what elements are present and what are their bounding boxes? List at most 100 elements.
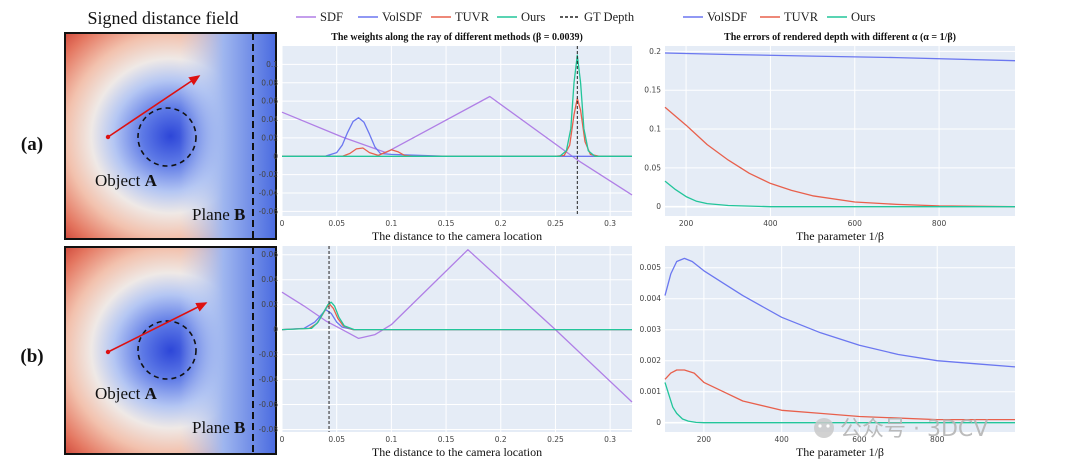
- errors_b-series-tuvr: [664, 369, 1015, 421]
- sdf-image-b: Object A Plane B: [64, 246, 277, 455]
- weights_b-series-volsdf: [281, 309, 632, 331]
- weights_a-ytick-label: 0.02: [261, 133, 278, 142]
- weights_b-plot-area: [282, 246, 632, 432]
- errors_b-xtick-label: 800: [930, 435, 945, 444]
- chart-weights-b: -0.08 -0.06 -0.04 -0.02 0 0.02 0.04 0.06 0 0.05 0.…: [259, 246, 633, 459]
- errors_a-ytick-label: 0.15: [644, 86, 661, 95]
- ray-arrow-b: [107, 302, 208, 353]
- errors_a-ytick-label: 0.1: [649, 125, 661, 134]
- errors_a-xtick-label: 400: [763, 219, 778, 228]
- ray-origin-a: [105, 134, 111, 140]
- chart-errors-a: 0 0.05 0.1 0.15 0.2 200 400 600 800 The errors of…: [644, 32, 1016, 243]
- sdf-frame-b: [64, 246, 277, 455]
- errors_a-xtick-label: 600: [848, 219, 863, 228]
- weights_a-xtick-label: 0.3: [604, 219, 616, 228]
- weights_b-series-sdf: [281, 249, 633, 403]
- object-label-a: Object A: [95, 171, 158, 190]
- weights_b-xtick-label: 0.2: [495, 435, 507, 444]
- weights_b-xtick-label: 0: [280, 435, 285, 444]
- weights_a-xtick-label: 0.05: [328, 219, 345, 228]
- legend-label-ours: Ours: [521, 10, 545, 24]
- object-circle-a: [137, 107, 197, 167]
- weights_a-plot-area: [282, 46, 632, 216]
- weights_b-ytick-label: 0.04: [261, 275, 278, 284]
- errors_b-series-ours: [664, 382, 1015, 424]
- weights_a-xtick-label: 0.25: [547, 219, 564, 228]
- sdf-image-a: Object A Plane B: [64, 32, 277, 240]
- weights_a-ytick-label: 0.06: [261, 97, 278, 106]
- errors_a-xlabel: The parameter 1/β: [796, 229, 884, 243]
- weights_b-series-ours: [281, 301, 632, 331]
- errors_b-ytick-label: 0.001: [640, 387, 662, 396]
- ray-origin-b: [105, 349, 111, 355]
- legend-right: VolSDF TUVR Ours: [683, 10, 875, 24]
- weights_b-xtick-label: 0.15: [438, 435, 455, 444]
- errors_b-ytick-label: 0.002: [640, 356, 662, 365]
- wechat-icon-eye-right: [826, 424, 830, 428]
- weights_a-xtick-label: 0.15: [438, 219, 455, 228]
- weights_a-xtick-label: 0.1: [385, 219, 397, 228]
- errors_b-xlabel: The parameter 1/β: [796, 445, 884, 459]
- errors_a-ytick-label: 0.2: [649, 47, 661, 56]
- weights_b-ytick-label: -0.08: [259, 425, 279, 434]
- errors_b-xtick-label: 600: [852, 435, 867, 444]
- legend-label-volsdf: VolSDF: [382, 10, 422, 24]
- weights_a-title: The weights along the ray of different m…: [331, 32, 583, 43]
- legend-label-ours: Ours: [851, 10, 875, 24]
- errors_a-series-tuvr: [664, 106, 1016, 208]
- errors_a-series-ours: [664, 180, 1015, 208]
- sdf-panel-title: Signed distance field: [88, 8, 239, 28]
- weights_a-ytick-label: 0.1: [266, 60, 278, 69]
- row-label-a: (a): [21, 134, 43, 155]
- weights_b-ytick-label: 0.06: [261, 250, 278, 259]
- weights_b-xtick-label: 0.3: [604, 435, 616, 444]
- wechat-icon: [814, 418, 834, 438]
- errors_b-series-volsdf: [664, 257, 1016, 368]
- weights_b-ytick-label: -0.04: [259, 375, 279, 384]
- weights_b-ytick-label: 0: [273, 325, 278, 334]
- weights_b-xlabel: The distance to the camera location: [372, 445, 542, 459]
- legend-left: SDF VolSDF TUVR Ours GT Depth: [296, 10, 635, 24]
- legend-label-volsdf: VolSDF: [707, 10, 747, 24]
- legend-label-tuvr: TUVR: [784, 10, 819, 24]
- errors_b-ytick-label: 0.005: [640, 263, 662, 272]
- weights_a-ytick-label: 0.04: [261, 115, 278, 124]
- row-label-b: (b): [20, 346, 43, 367]
- errors_b-xtick-label: 400: [775, 435, 790, 444]
- weights_b-ytick-label: -0.06: [259, 400, 279, 409]
- errors_a-title: The errors of rendered depth with differ…: [724, 32, 956, 43]
- errors_a-series-volsdf: [664, 52, 1016, 62]
- errors_a-ytick-label: 0: [656, 202, 661, 211]
- watermark-text: 公众号 · 3DCV: [840, 417, 988, 442]
- errors_b-xtick-label: 200: [697, 435, 712, 444]
- weights_b-xtick-label: 0.05: [328, 435, 345, 444]
- chart-weights-a: -0.06 -0.04 -0.02 0 0.02 0.04 0.06 0.08 0.1 0 0.05…: [259, 32, 633, 243]
- object-label-b: Object A: [95, 384, 158, 403]
- errors_b-ytick-label: 0: [656, 418, 661, 427]
- errors_a-ytick-label: 0.05: [644, 163, 661, 172]
- object-circle-b: [137, 320, 197, 380]
- legend-label-sdf: SDF: [320, 10, 343, 24]
- plane-label-b: Plane B: [192, 418, 245, 437]
- weights_a-ytick-label: 0.08: [261, 78, 278, 87]
- errors_a-xtick-label: 800: [932, 219, 947, 228]
- weights_a-ytick-label: 0: [273, 152, 278, 161]
- errors_b-ytick-label: 0.004: [640, 294, 662, 303]
- weights_a-xtick-label: 0.2: [495, 219, 507, 228]
- weights_a-xtick-label: 0: [280, 219, 285, 228]
- legend-label-tuvr: TUVR: [455, 10, 490, 24]
- weights_b-xtick-label: 0.25: [547, 435, 564, 444]
- errors_a-xtick-label: 200: [679, 219, 694, 228]
- ray-arrow-a: [107, 75, 201, 138]
- weights_a-ytick-label: -0.02: [259, 170, 279, 179]
- weights_a-ytick-label: -0.06: [259, 207, 279, 216]
- sdf-frame-a: [64, 32, 277, 240]
- weights_b-xtick-label: 0.1: [385, 435, 397, 444]
- plane-label-a: Plane B: [192, 205, 245, 224]
- weights_a-series-ours: [282, 54, 632, 157]
- chart-errors-b: 0 0.001 0.002 0.003 0.004 0.005 200 400 600 800 Th…: [640, 246, 1016, 459]
- errors_a-plot-area: [665, 46, 1015, 216]
- weights_a-xlabel: The distance to the camera location: [372, 229, 542, 243]
- wechat-icon-eye-left: [818, 424, 822, 428]
